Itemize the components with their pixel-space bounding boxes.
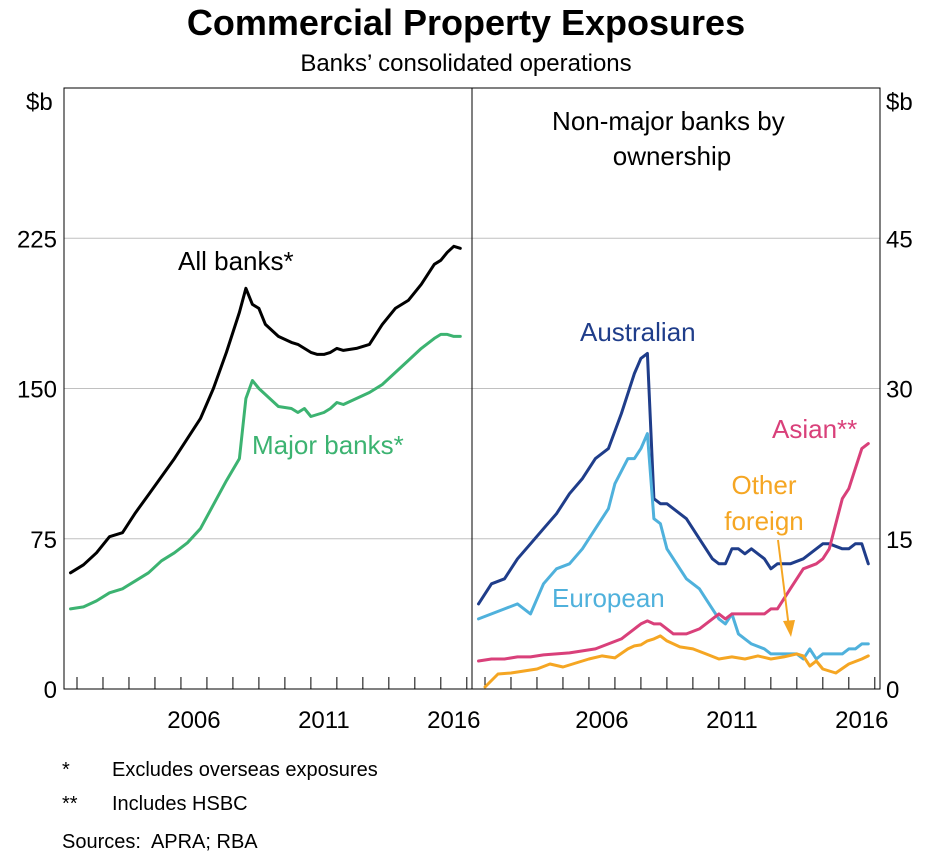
series-line-all-banks [69, 244, 462, 575]
other-foreign-arrow-head [783, 620, 795, 637]
x-axis-ticks: 0 75 150 225 2006 2011 2016 0 15 30 45 2006 2011 2016 [17, 226, 913, 734]
left-x-tick-label: 2006 [167, 707, 220, 734]
right-y-tick-label: 45 [886, 226, 913, 253]
series-line-european [477, 432, 870, 661]
right-y-axis-unit: $b [886, 89, 913, 116]
label-other-foreign-line1: Other [731, 470, 796, 500]
label-all-banks: All banks* [178, 246, 294, 276]
right-panel-title-line1: Non-major banks by [552, 106, 785, 136]
footnote-1-text: Excludes overseas exposures [112, 759, 378, 781]
right-panel-title: Non-major banks by ownership [552, 106, 792, 171]
label-other-foreign-line2: foreign [724, 506, 804, 536]
left-x-tick-label: 2016 [427, 707, 480, 734]
sources-label: Sources: [62, 831, 141, 853]
right-x-tick-label: 2016 [835, 707, 888, 734]
chart-title: Commercial Property Exposures [186, 2, 746, 43]
sources: Sources: APRA; RBA [62, 828, 258, 856]
left-y-tick-label: 0 [44, 677, 57, 704]
sources-text: APRA; RBA [150, 831, 258, 853]
left-x-tick-label: 2011 [298, 707, 350, 734]
right-y-tick-label: 15 [886, 527, 913, 554]
footnote-2-mark: ** [62, 793, 78, 815]
right-x-tick-label: 2006 [575, 707, 628, 734]
right-y-tick-label: 30 [886, 377, 913, 404]
left-y-tick-label: 150 [17, 377, 57, 404]
footnote-2-text: Includes HSBC [112, 793, 248, 815]
label-european: European [552, 583, 665, 613]
series-line-australian [477, 351, 870, 606]
series-line-asian [477, 442, 870, 663]
left-y-tick-label: 75 [30, 527, 57, 554]
label-asian: Asian** [772, 414, 857, 444]
series-line-other-foreign [483, 634, 870, 689]
label-australian: Australian [580, 317, 696, 347]
gridlines [64, 237, 880, 540]
left-y-tick-label: 225 [17, 226, 57, 253]
series-line-major-banks [69, 332, 462, 611]
label-major-banks: Major banks* [252, 430, 404, 460]
right-panel-title-line2: ownership [613, 141, 732, 171]
chart-text: $b $b Non-major banks by ownership All b… [26, 89, 913, 613]
right-y-tick-label: 0 [886, 677, 899, 704]
chart-subtitle: Banks’ consolidated operations [300, 50, 632, 77]
left-y-axis-unit: $b [26, 89, 53, 116]
right-x-tick-label: 2011 [706, 707, 758, 734]
other-foreign-arrow-shaft [777, 539, 790, 629]
other-foreign-arrow [777, 539, 795, 637]
footnote-1-mark: * [62, 759, 70, 781]
chart-canvas: 0 75 150 225 2006 2011 2016 0 15 30 45 2006 2011 2016… [17, 87, 913, 734]
series-lines [69, 244, 870, 689]
